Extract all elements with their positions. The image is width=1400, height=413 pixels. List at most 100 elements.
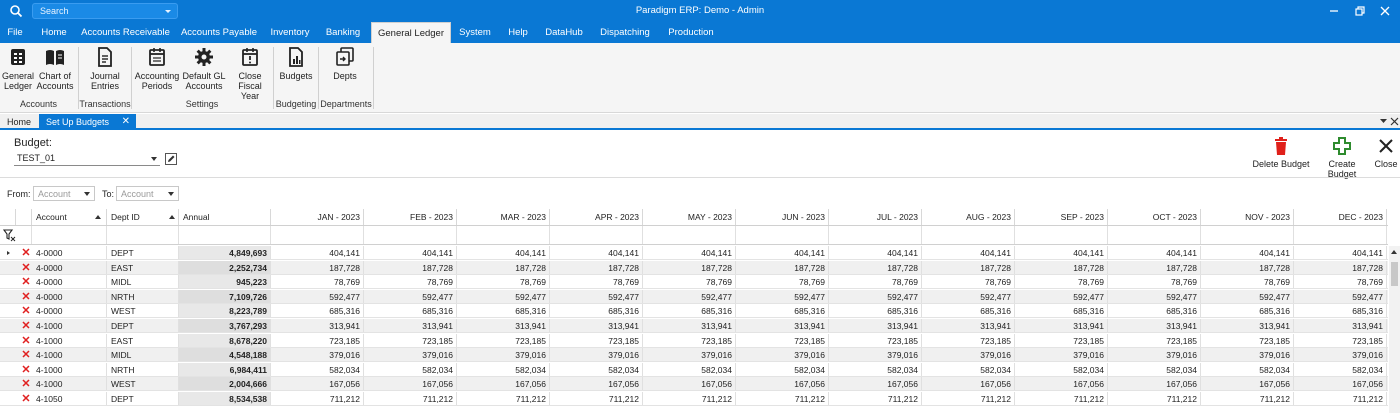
menu-help[interactable]: Help (508, 27, 528, 38)
month-cell[interactable]: 723,185 (922, 333, 1015, 347)
month-cell[interactable]: 723,185 (1108, 333, 1201, 347)
month-cell[interactable]: 187,728 (457, 260, 550, 274)
month-cell[interactable]: 723,185 (1294, 333, 1387, 347)
month-cell[interactable]: 723,185 (736, 333, 829, 347)
annual-cell[interactable]: 6,984,411 (179, 362, 271, 376)
header-month[interactable]: JAN - 2023 (271, 209, 364, 225)
month-cell[interactable]: 167,056 (736, 377, 829, 391)
filter-cell[interactable] (1294, 226, 1387, 244)
header-month[interactable]: FEB - 2023 (364, 209, 457, 225)
annual-cell[interactable]: 8,223,789 (179, 304, 271, 318)
delete-row-icon[interactable]: ✕ (21, 305, 31, 318)
header-month[interactable]: SEP - 2023 (1015, 209, 1108, 225)
account-cell[interactable]: 4-1000 (32, 362, 107, 376)
month-cell[interactable]: 592,477 (736, 289, 829, 303)
annual-cell[interactable]: 2,252,734 (179, 260, 271, 274)
month-cell[interactable]: 404,141 (829, 246, 922, 259)
delete-row-icon[interactable]: ✕ (21, 378, 31, 391)
month-cell[interactable]: 167,056 (1015, 377, 1108, 391)
header-month[interactable]: NOV - 2023 (1201, 209, 1294, 225)
budgets-button[interactable]: Budgets (278, 47, 314, 81)
table-row[interactable]: ✕ 4-0000 MIDL 945,223 78,769 78,769 78,769 78,7… (0, 275, 1388, 290)
month-cell[interactable]: 723,185 (550, 333, 643, 347)
month-cell[interactable]: 711,212 (457, 392, 550, 405)
month-cell[interactable]: 187,728 (829, 260, 922, 274)
month-cell[interactable]: 78,769 (364, 275, 457, 289)
month-cell[interactable]: 379,016 (643, 348, 736, 362)
month-cell[interactable]: 723,185 (457, 333, 550, 347)
scroll-thumb[interactable] (1391, 262, 1398, 286)
header-account[interactable]: Account (32, 209, 107, 225)
month-cell[interactable]: 582,034 (922, 362, 1015, 376)
restore-icon[interactable] (1352, 3, 1368, 19)
month-cell[interactable]: 582,034 (1201, 362, 1294, 376)
month-cell[interactable]: 685,316 (1015, 304, 1108, 318)
month-cell[interactable]: 592,477 (1108, 289, 1201, 303)
annual-cell[interactable]: 945,223 (179, 275, 271, 289)
table-row[interactable]: ✕ 4-1050 DEPT 8,534,538 711,212 711,212 711,21… (0, 392, 1388, 406)
delete-row-icon[interactable]: ✕ (21, 334, 31, 347)
month-cell[interactable]: 187,728 (1201, 260, 1294, 274)
accounting-periods-button[interactable]: Accounting Periods (134, 47, 180, 91)
month-cell[interactable]: 313,941 (457, 319, 550, 332)
month-cell[interactable]: 711,212 (643, 392, 736, 405)
month-cell[interactable]: 78,769 (457, 275, 550, 289)
month-cell[interactable]: 167,056 (364, 377, 457, 391)
annual-cell[interactable]: 3,767,293 (179, 319, 271, 332)
month-cell[interactable]: 167,056 (1201, 377, 1294, 391)
table-row[interactable]: ✕ 4-0000 NRTH 7,109,726 592,477 592,477 592,47… (0, 289, 1388, 304)
month-cell[interactable]: 78,769 (1108, 275, 1201, 289)
month-cell[interactable]: 723,185 (1201, 333, 1294, 347)
account-cell[interactable]: 4-1050 (32, 392, 107, 405)
month-cell[interactable]: 404,141 (457, 246, 550, 259)
month-cell[interactable]: 582,034 (643, 362, 736, 376)
month-cell[interactable]: 187,728 (643, 260, 736, 274)
month-cell[interactable]: 582,034 (829, 362, 922, 376)
month-cell[interactable]: 78,769 (736, 275, 829, 289)
filter-cell[interactable] (16, 226, 32, 244)
month-cell[interactable]: 313,941 (1015, 319, 1108, 332)
account-cell[interactable]: 4-0000 (32, 260, 107, 274)
month-cell[interactable]: 592,477 (364, 289, 457, 303)
menu-accounts-receivable[interactable]: Accounts Receivable (81, 27, 170, 38)
delete-row-icon[interactable]: ✕ (21, 247, 31, 259)
filter-cell[interactable] (736, 226, 829, 244)
month-cell[interactable]: 167,056 (457, 377, 550, 391)
month-cell[interactable]: 78,769 (271, 275, 364, 289)
month-cell[interactable]: 404,141 (1294, 246, 1387, 259)
month-cell[interactable]: 379,016 (1294, 348, 1387, 362)
month-cell[interactable]: 78,769 (643, 275, 736, 289)
month-cell[interactable]: 685,316 (457, 304, 550, 318)
month-cell[interactable]: 723,185 (643, 333, 736, 347)
month-cell[interactable]: 78,769 (1201, 275, 1294, 289)
month-cell[interactable]: 187,728 (550, 260, 643, 274)
menu-banking[interactable]: Banking (325, 27, 361, 38)
month-cell[interactable]: 592,477 (922, 289, 1015, 303)
filter-cell[interactable] (32, 226, 107, 244)
table-row[interactable]: ✕ 4-1000 WEST 2,004,666 167,056 167,056 167,05… (0, 377, 1388, 392)
month-cell[interactable]: 167,056 (550, 377, 643, 391)
month-cell[interactable]: 582,034 (1108, 362, 1201, 376)
vertical-scrollbar[interactable] (1389, 246, 1400, 413)
header-month[interactable]: OCT - 2023 (1108, 209, 1201, 225)
minimize-icon[interactable] (1326, 3, 1342, 19)
month-cell[interactable]: 313,941 (1294, 319, 1387, 332)
filter-cell[interactable] (1015, 226, 1108, 244)
month-cell[interactable]: 167,056 (829, 377, 922, 391)
month-cell[interactable]: 685,316 (1201, 304, 1294, 318)
month-cell[interactable]: 187,728 (271, 260, 364, 274)
annual-cell[interactable]: 4,849,693 (179, 246, 271, 259)
month-cell[interactable]: 592,477 (271, 289, 364, 303)
month-cell[interactable]: 379,016 (364, 348, 457, 362)
filter-cell[interactable] (922, 226, 1015, 244)
month-cell[interactable]: 78,769 (829, 275, 922, 289)
table-row[interactable]: ✕ 4-1000 NRTH 6,984,411 582,034 582,034 582,03… (0, 362, 1388, 377)
delete-row-icon[interactable]: ✕ (21, 276, 31, 289)
month-cell[interactable]: 582,034 (271, 362, 364, 376)
tab-list-dropdown-icon[interactable] (1380, 119, 1387, 124)
month-cell[interactable]: 379,016 (550, 348, 643, 362)
month-cell[interactable]: 711,212 (1108, 392, 1201, 405)
table-row[interactable]: ✕ 4-1000 EAST 8,678,220 723,185 723,185 723,18… (0, 333, 1388, 348)
dept-cell[interactable]: DEPT (107, 319, 179, 332)
month-cell[interactable]: 685,316 (1294, 304, 1387, 318)
